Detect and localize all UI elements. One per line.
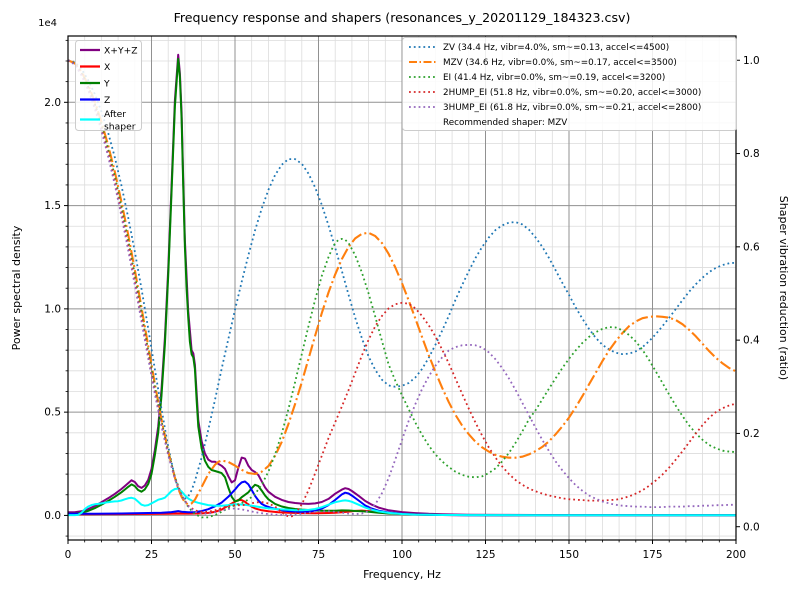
- x-tick-label: 200: [726, 549, 746, 561]
- y-left-axis-label: Power spectral density: [10, 225, 23, 350]
- x-tick-label: 25: [145, 549, 158, 561]
- y-left-tick-label: 1.5: [44, 200, 61, 212]
- x-tick-label: 175: [642, 549, 662, 561]
- legend-psd-box: [75, 40, 142, 131]
- x-tick-label: 50: [228, 549, 241, 561]
- legend-psd-label: After: [104, 109, 126, 120]
- tick-labels: 0 25 50 75 100 125 150 175 200 0.0 0.5 1.0 1.5 2.0 0.0…: [44, 55, 760, 561]
- curves: [68, 53, 736, 519]
- legend-psd-label: Z: [104, 95, 110, 106]
- series-mzv: [68, 59, 736, 506]
- legend-shaper-label: 2HUMP_EI (51.8 Hz, vibr=0.0%, sm~=0.20, …: [443, 88, 701, 98]
- series-ei: [68, 59, 736, 519]
- x-tick-label: 0: [65, 549, 72, 561]
- y-left-offset-label: 1e4: [38, 18, 57, 29]
- x-tick-label: 150: [559, 549, 579, 561]
- y-right-tick-label: 0.4: [743, 335, 760, 347]
- y-left-tick-label: 2.0: [44, 97, 61, 109]
- series-zv: [68, 59, 736, 500]
- legend-shapers-box: [402, 37, 737, 131]
- series-3hump-ei: [68, 59, 736, 516]
- legend-psd-label: X+Y+Z: [104, 45, 138, 56]
- chart-title: Frequency response and shapers (resonanc…: [174, 10, 631, 25]
- x-axis-label: Frequency, Hz: [363, 568, 441, 581]
- legend-shaper-label: 3HUMP_EI (61.8 Hz, vibr=0.0%, sm~=0.21, …: [443, 103, 701, 113]
- legend-psd-label: shaper: [104, 121, 136, 132]
- series-x-y-z: [68, 53, 736, 517]
- series-2hump-ei: [68, 59, 736, 518]
- y-right-axis-label: Shaper vibration reduction (ratio): [777, 196, 790, 380]
- legend-shapers: ZV (34.4 Hz, vibr=4.0%, sm~=0.13, accel<…: [402, 37, 737, 131]
- y-right-tick-label: 0.6: [743, 241, 760, 253]
- y-left-tick-label: 1.0: [44, 303, 61, 315]
- y-left-tick-label: 0.0: [44, 510, 61, 522]
- legend-psd-label: X: [104, 62, 110, 73]
- x-tick-label: 100: [392, 549, 412, 561]
- legend-psd-label: Y: [103, 78, 110, 89]
- y-left-tick-label: 0.5: [44, 407, 61, 419]
- y-right-tick-label: 1.0: [743, 55, 760, 67]
- y-right-tick-label: 0.2: [743, 428, 760, 440]
- legend-recommended-shaper: Recommended shaper: MZV: [443, 118, 567, 128]
- y-right-tick-label: 0.8: [743, 148, 760, 160]
- y-right-tick-label: 0.0: [743, 521, 760, 533]
- legend-shaper-label: MZV (34.6 Hz, vibr=0.0%, sm~=0.17, accel…: [443, 58, 677, 68]
- axis-ticks: [64, 39, 740, 544]
- x-tick-label: 75: [312, 549, 325, 561]
- legend-shaper-label: EI (41.4 Hz, vibr=0.0%, sm~=0.19, accel<…: [443, 73, 665, 83]
- legend-shaper-label: ZV (34.4 Hz, vibr=4.0%, sm~=0.13, accel<…: [443, 43, 669, 53]
- series-y: [68, 57, 736, 517]
- x-tick-label: 125: [475, 549, 495, 561]
